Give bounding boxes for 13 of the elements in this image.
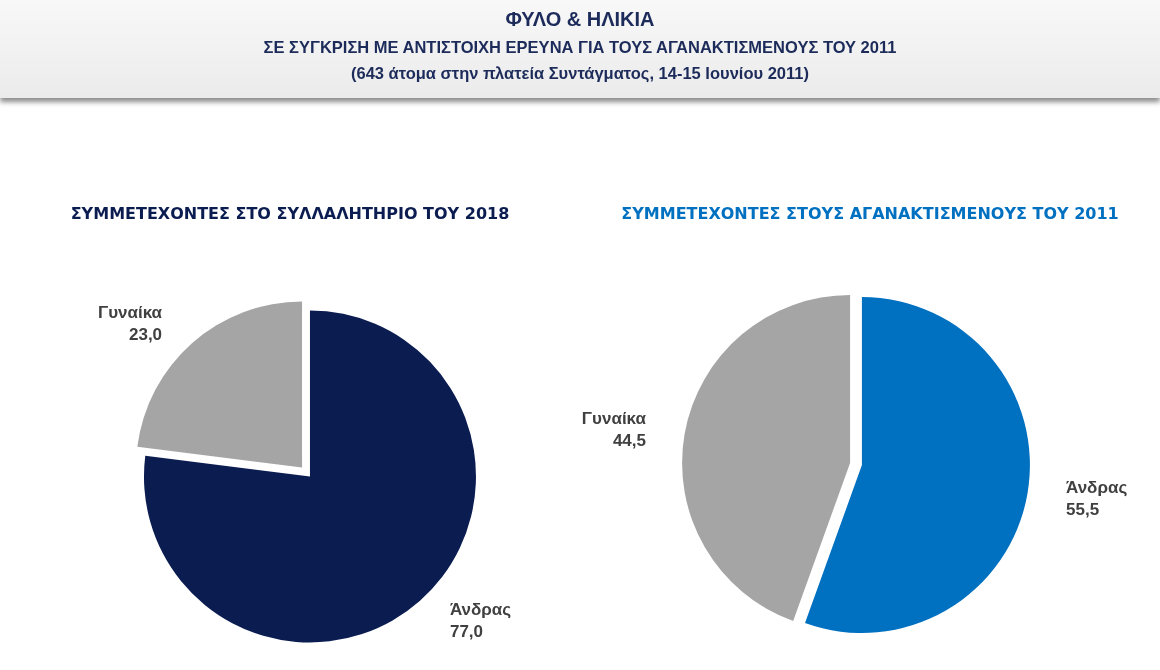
chart-title: ΣΥΜΜΕΤΕΧΟΝΤΕΣ ΣΤΟ ΣΥΛΛΑΛΗΤΗΡΙΟ ΤΟΥ 2018 bbox=[70, 203, 510, 223]
chart-title: ΣΥΜΜΕΤΕΧΟΝΤΕΣ ΣΤΟΥΣ ΑΓΑΝΑΚΤΙΣΜΕΝΟΥΣ ΤΟΥ 2011 bbox=[621, 203, 1119, 223]
data-label: 44,5 bbox=[612, 431, 646, 451]
slice-label: Άνδρας bbox=[449, 600, 512, 620]
data-label: 55,5 bbox=[1066, 499, 1100, 519]
data-label: 23,0 bbox=[128, 324, 163, 344]
slice-label: Γυναίκα bbox=[97, 302, 163, 322]
slice-label: Άνδρας bbox=[1066, 477, 1128, 497]
text: ΦΥΛΟ & ΗΛΙΚΙΑ bbox=[504, 8, 656, 31]
text: ΣΕ ΣΥΓΚΡΙΣΗ ΜΕ ΑΝΤΙΣΤΟΙΧΗ ΕΡΕΥΝΑ ΓΙΑ ΤΟΥΣ ΑΓΑΝΑΚΤΙΣΜΕΝΟΥΣ ΤΟΥ 2011 bbox=[262, 38, 898, 57]
data-label: 77,0 bbox=[449, 622, 484, 642]
slice-label: Γυναίκα bbox=[581, 409, 647, 429]
text: (643 άτομα στην πλατεία Συντάγματος, 14-15 Ιουνίου 2011) bbox=[350, 64, 810, 83]
